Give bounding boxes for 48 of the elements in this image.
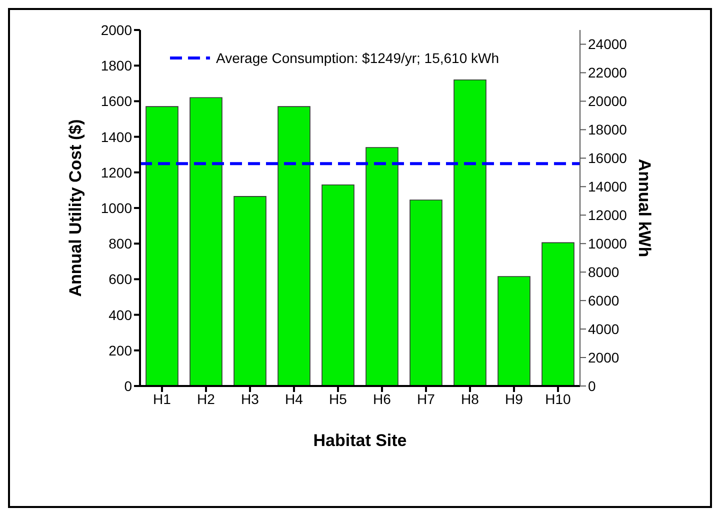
x-axis-title: Habitat Site [313,431,407,450]
y-tick-label: 0 [124,378,132,394]
y2-tick-label: 24000 [588,36,628,52]
x-tick-label: H6 [373,390,392,407]
bar [146,106,178,386]
y-axis-title: Annual Utility Cost ($) [66,119,86,297]
x-tick-label: H3 [241,390,260,407]
x-tick-label: H2 [197,390,216,407]
bar [542,242,574,386]
y-tick-label: 200 [108,342,132,358]
y-tick-label: 1000 [100,200,132,216]
y2-tick-label: 4000 [588,321,620,338]
bar [410,200,442,386]
y2-tick-label: 8000 [588,264,620,280]
y-tick-label: 1600 [100,93,132,110]
y-tick-label: 1800 [100,58,132,74]
y-tick-label: 1200 [100,164,132,180]
y2-tick-label: 0 [588,378,596,394]
x-tick-label: H9 [505,390,524,407]
y2-tick-label: 18000 [588,122,628,138]
bar [366,147,398,386]
y2-tick-label: 6000 [588,292,620,309]
bar [234,196,266,386]
y-tick-label: 400 [108,306,132,323]
x-tick-label: H8 [461,390,480,407]
y-tick-label: 1400 [100,128,132,145]
bar [454,79,486,386]
bar [190,97,222,386]
y-tick-label: 2000 [100,22,132,38]
y2-tick-label: 12000 [588,207,628,224]
bar [322,184,354,386]
y2-tick-label: 10000 [588,236,628,252]
bar [498,276,530,386]
y2-tick-label: 2000 [588,349,620,366]
y-tick-label: 600 [108,271,132,288]
x-tick-label: H7 [417,390,436,407]
y2-tick-label: 14000 [588,178,628,195]
y-tick-label: 800 [108,236,132,252]
y2-tick-label: 20000 [588,93,628,110]
y2-tick-label: 22000 [588,64,628,81]
y2-tick-label: 16000 [588,150,628,166]
y2-axis-title: Annual kWh [634,158,654,258]
bar [278,106,310,386]
legend-label: Average Consumption: $1249/yr; 15,610 kWh [216,50,500,66]
x-tick-label: H5 [329,390,348,407]
x-tick-label: H10 [545,390,572,407]
x-tick-label: H4 [285,390,304,407]
x-tick-label: H1 [153,390,172,407]
